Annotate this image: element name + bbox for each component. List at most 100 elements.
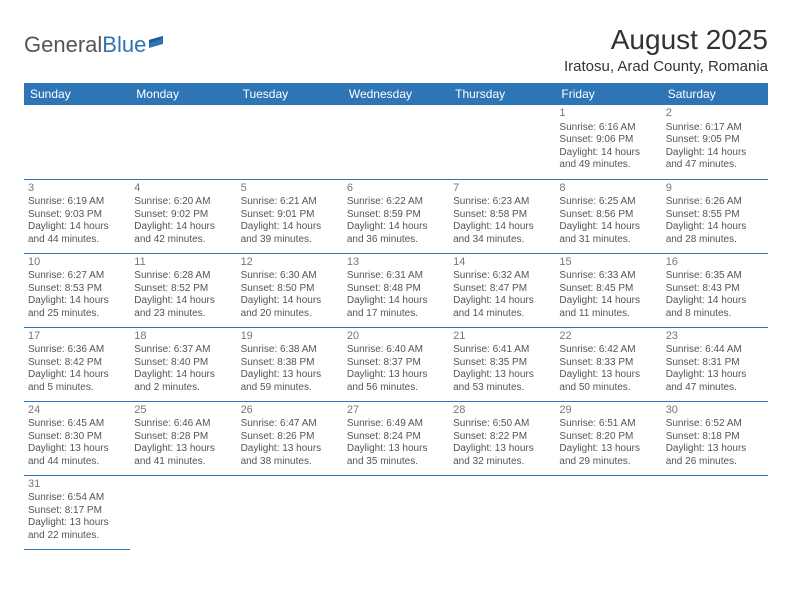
daylight-text: and 23 minutes. xyxy=(134,308,232,321)
daylight-text: and 11 minutes. xyxy=(559,308,657,321)
calendar-cell: 20Sunrise: 6:40 AMSunset: 8:37 PMDayligh… xyxy=(343,327,449,401)
sunset-text: Sunset: 8:17 PM xyxy=(28,505,126,518)
daylight-text: and 17 minutes. xyxy=(347,308,445,321)
daylight-text: Daylight: 14 hours xyxy=(241,221,339,234)
daylight-text: Daylight: 14 hours xyxy=(666,295,764,308)
sunset-text: Sunset: 8:52 PM xyxy=(134,283,232,296)
sunrise-text: Sunrise: 6:28 AM xyxy=(134,270,232,283)
calendar-cell xyxy=(24,105,130,179)
calendar-cell: 1Sunrise: 6:16 AMSunset: 9:06 PMDaylight… xyxy=(555,105,661,179)
calendar-row: 24Sunrise: 6:45 AMSunset: 8:30 PMDayligh… xyxy=(24,401,768,475)
day-number: 20 xyxy=(347,330,445,344)
daylight-text: Daylight: 14 hours xyxy=(347,221,445,234)
day-number: 14 xyxy=(453,256,551,270)
sunset-text: Sunset: 8:38 PM xyxy=(241,357,339,370)
sunrise-text: Sunrise: 6:41 AM xyxy=(453,344,551,357)
calendar-cell xyxy=(343,105,449,179)
daylight-text: Daylight: 13 hours xyxy=(453,443,551,456)
daylight-text: Daylight: 14 hours xyxy=(134,295,232,308)
calendar-table: SundayMondayTuesdayWednesdayThursdayFrid… xyxy=(24,83,768,550)
sunset-text: Sunset: 8:20 PM xyxy=(559,431,657,444)
calendar-cell xyxy=(130,105,236,179)
weekday-header: Saturday xyxy=(662,83,768,105)
calendar-cell: 18Sunrise: 6:37 AMSunset: 8:40 PMDayligh… xyxy=(130,327,236,401)
daylight-text: Daylight: 14 hours xyxy=(134,369,232,382)
daylight-text: and 44 minutes. xyxy=(28,234,126,247)
day-number: 25 xyxy=(134,404,232,418)
day-number: 1 xyxy=(559,107,657,121)
sunset-text: Sunset: 9:01 PM xyxy=(241,209,339,222)
sunrise-text: Sunrise: 6:49 AM xyxy=(347,418,445,431)
calendar-cell: 28Sunrise: 6:50 AMSunset: 8:22 PMDayligh… xyxy=(449,401,555,475)
sunset-text: Sunset: 8:48 PM xyxy=(347,283,445,296)
daylight-text: Daylight: 14 hours xyxy=(28,221,126,234)
logo: GeneralBlue xyxy=(24,32,171,58)
daylight-text: Daylight: 14 hours xyxy=(453,295,551,308)
sunrise-text: Sunrise: 6:31 AM xyxy=(347,270,445,283)
calendar-cell: 8Sunrise: 6:25 AMSunset: 8:56 PMDaylight… xyxy=(555,179,661,253)
sunrise-text: Sunrise: 6:42 AM xyxy=(559,344,657,357)
sunrise-text: Sunrise: 6:47 AM xyxy=(241,418,339,431)
calendar-cell xyxy=(449,105,555,179)
weekday-header: Sunday xyxy=(24,83,130,105)
sunrise-text: Sunrise: 6:33 AM xyxy=(559,270,657,283)
daylight-text: and 53 minutes. xyxy=(453,382,551,395)
sunrise-text: Sunrise: 6:23 AM xyxy=(453,196,551,209)
daylight-text: Daylight: 14 hours xyxy=(666,147,764,160)
sunset-text: Sunset: 8:28 PM xyxy=(134,431,232,444)
day-number: 10 xyxy=(28,256,126,270)
calendar-cell: 3Sunrise: 6:19 AMSunset: 9:03 PMDaylight… xyxy=(24,179,130,253)
sunrise-text: Sunrise: 6:45 AM xyxy=(28,418,126,431)
daylight-text: Daylight: 14 hours xyxy=(28,369,126,382)
calendar-cell: 16Sunrise: 6:35 AMSunset: 8:43 PMDayligh… xyxy=(662,253,768,327)
calendar-cell xyxy=(555,475,661,549)
calendar-cell: 11Sunrise: 6:28 AMSunset: 8:52 PMDayligh… xyxy=(130,253,236,327)
weekday-header: Tuesday xyxy=(237,83,343,105)
day-number: 15 xyxy=(559,256,657,270)
day-number: 18 xyxy=(134,330,232,344)
sunset-text: Sunset: 8:37 PM xyxy=(347,357,445,370)
daylight-text: Daylight: 13 hours xyxy=(666,443,764,456)
calendar-cell: 15Sunrise: 6:33 AMSunset: 8:45 PMDayligh… xyxy=(555,253,661,327)
day-number: 12 xyxy=(241,256,339,270)
daylight-text: and 47 minutes. xyxy=(666,159,764,172)
sunrise-text: Sunrise: 6:21 AM xyxy=(241,196,339,209)
daylight-text: and 20 minutes. xyxy=(241,308,339,321)
sunrise-text: Sunrise: 6:32 AM xyxy=(453,270,551,283)
calendar-cell xyxy=(662,475,768,549)
sunset-text: Sunset: 8:22 PM xyxy=(453,431,551,444)
sunset-text: Sunset: 8:42 PM xyxy=(28,357,126,370)
daylight-text: Daylight: 13 hours xyxy=(28,443,126,456)
day-number: 9 xyxy=(666,182,764,196)
calendar-cell: 13Sunrise: 6:31 AMSunset: 8:48 PMDayligh… xyxy=(343,253,449,327)
sunset-text: Sunset: 8:43 PM xyxy=(666,283,764,296)
sunrise-text: Sunrise: 6:30 AM xyxy=(241,270,339,283)
weekday-header: Wednesday xyxy=(343,83,449,105)
sunset-text: Sunset: 8:50 PM xyxy=(241,283,339,296)
sunrise-text: Sunrise: 6:36 AM xyxy=(28,344,126,357)
weekday-header: Friday xyxy=(555,83,661,105)
location-label: Iratosu, Arad County, Romania xyxy=(564,58,768,75)
sunset-text: Sunset: 8:45 PM xyxy=(559,283,657,296)
daylight-text: Daylight: 13 hours xyxy=(453,369,551,382)
sunset-text: Sunset: 8:53 PM xyxy=(28,283,126,296)
day-number: 11 xyxy=(134,256,232,270)
daylight-text: and 8 minutes. xyxy=(666,308,764,321)
calendar-cell: 25Sunrise: 6:46 AMSunset: 8:28 PMDayligh… xyxy=(130,401,236,475)
day-number: 26 xyxy=(241,404,339,418)
calendar-cell xyxy=(449,475,555,549)
calendar-cell xyxy=(237,475,343,549)
sunrise-text: Sunrise: 6:40 AM xyxy=(347,344,445,357)
sunrise-text: Sunrise: 6:17 AM xyxy=(666,122,764,135)
daylight-text: and 47 minutes. xyxy=(666,382,764,395)
calendar-body: 1Sunrise: 6:16 AMSunset: 9:06 PMDaylight… xyxy=(24,105,768,549)
calendar-cell: 5Sunrise: 6:21 AMSunset: 9:01 PMDaylight… xyxy=(237,179,343,253)
daylight-text: and 22 minutes. xyxy=(28,530,126,543)
daylight-text: Daylight: 13 hours xyxy=(559,369,657,382)
daylight-text: Daylight: 14 hours xyxy=(559,147,657,160)
header: GeneralBlue August 2025 Iratosu, Arad Co… xyxy=(24,24,768,75)
sunrise-text: Sunrise: 6:16 AM xyxy=(559,122,657,135)
daylight-text: and 34 minutes. xyxy=(453,234,551,247)
daylight-text: Daylight: 13 hours xyxy=(666,369,764,382)
calendar-cell: 12Sunrise: 6:30 AMSunset: 8:50 PMDayligh… xyxy=(237,253,343,327)
